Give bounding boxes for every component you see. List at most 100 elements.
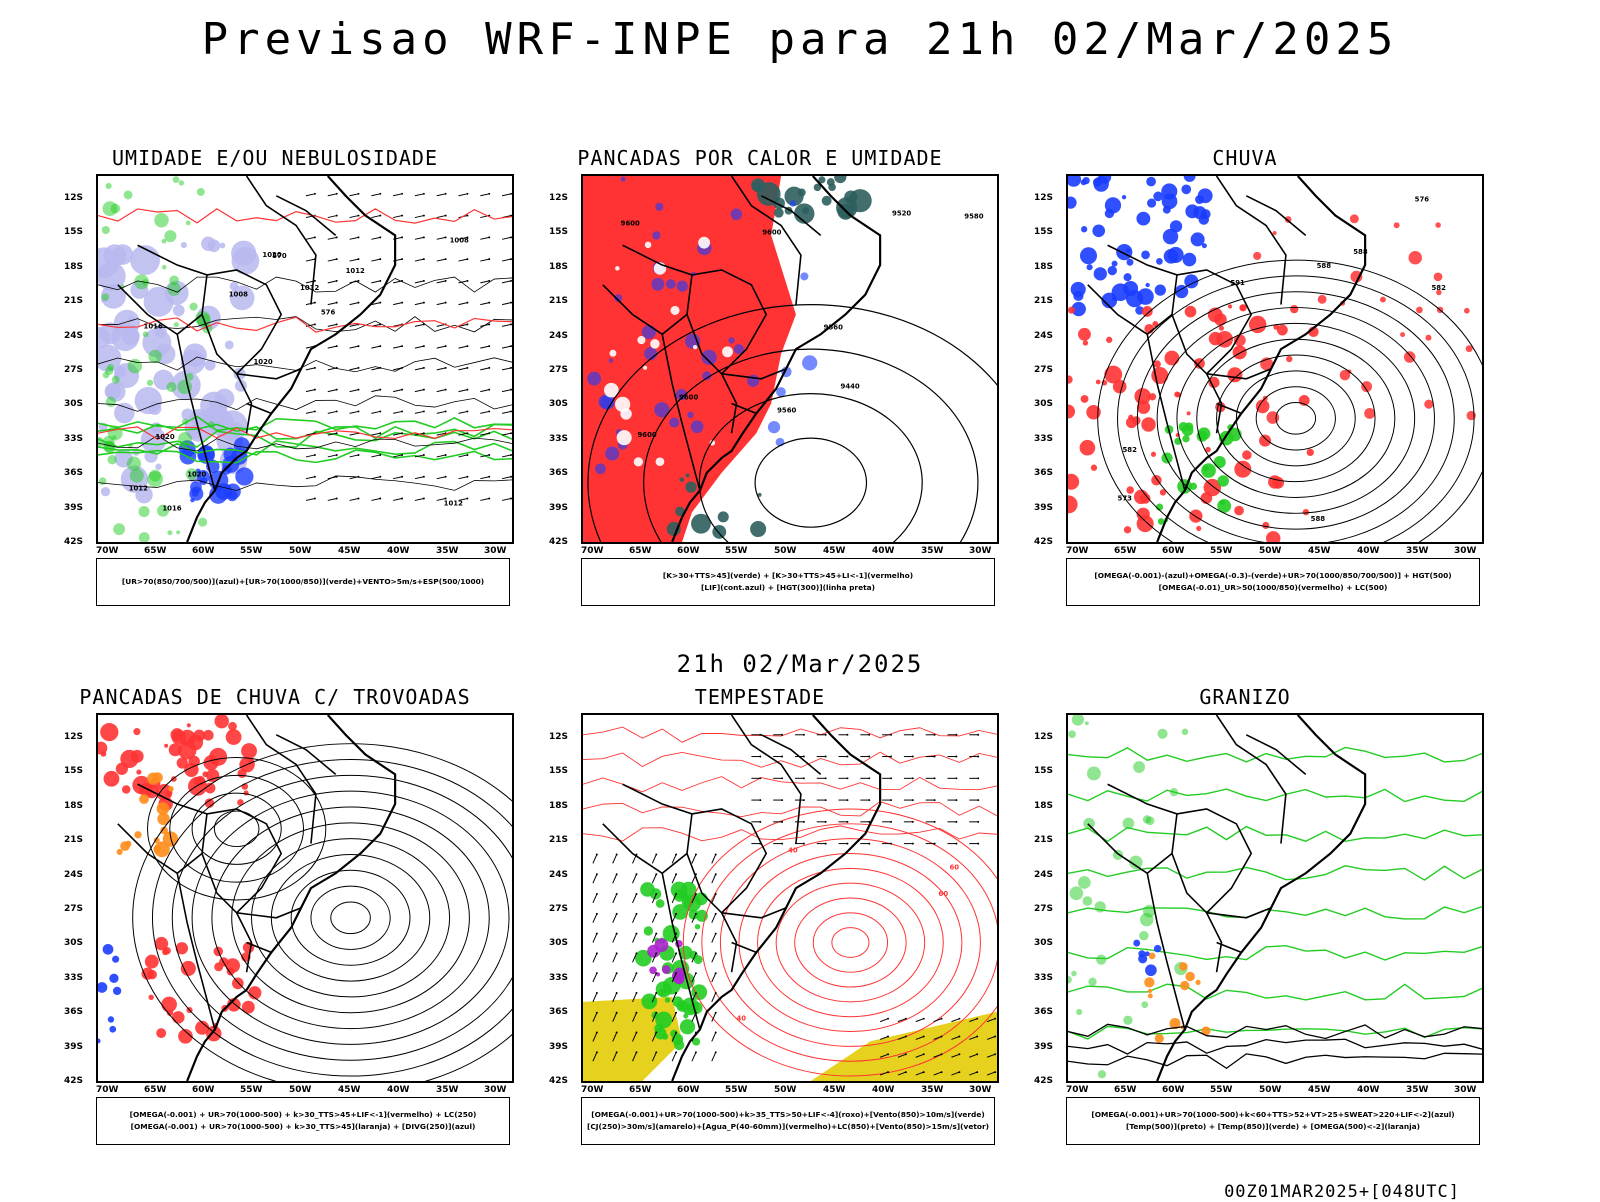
wind-vector [371,432,381,436]
latitude-label: 33S [1034,434,1054,444]
field-blob [1350,270,1363,283]
field-blob [147,969,157,980]
field-blob [1174,284,1189,299]
vector-head [976,1035,979,1038]
field-blob [1068,176,1082,187]
field-blob [186,723,191,728]
vector-head [488,388,491,391]
wind-vector [501,345,512,349]
wind-vector [305,367,316,371]
vector-head [444,345,447,348]
wind-vector [501,323,512,327]
latitude-label: 33S [549,434,569,444]
vector-head [510,258,512,261]
field-blob [1159,489,1167,496]
contour-line [1068,944,1482,961]
field-blob [1079,247,1098,265]
vector-head [510,301,512,304]
field-blob [164,230,177,243]
vector-head [313,453,316,456]
contour-line [1156,307,1435,530]
longitude-label: 60W [1162,1085,1185,1095]
field-blob [105,182,112,190]
vector-head [488,345,491,348]
wind-vector [371,476,381,480]
map-area [96,713,514,1083]
field-blob [1349,214,1359,224]
panel-title: TEMPESTADE [694,685,826,709]
field-blob [605,446,620,461]
vector-head [759,755,762,758]
field-blob [641,324,656,340]
vector-head [335,345,338,348]
wind-vector [691,1052,697,1062]
state-border [1245,734,1307,775]
longitude-label: 50W [774,1085,797,1095]
wind-vector [933,1036,942,1040]
field-blob [98,982,108,993]
field-blob [1069,886,1084,901]
wind-vector [349,389,359,393]
vector-head [357,192,360,195]
wind-vector [349,432,359,436]
latitude-label: 12S [64,732,84,742]
wind-vector [897,1036,907,1040]
latitude-label: 27S [1034,904,1054,914]
vector-head [401,366,404,369]
wind-vector [458,258,468,262]
vector-head [890,842,893,845]
wind-vector [480,476,490,480]
longitude-label: 40W [1357,546,1380,556]
wind-vector [711,913,717,923]
vector-head [379,214,382,217]
wind-vector [592,1012,598,1022]
vector-head [401,475,404,478]
vector-head [655,952,658,955]
state-border [117,284,203,336]
wind-vector [414,302,424,306]
field-blob [1197,188,1213,204]
field-blob [173,322,179,328]
vector-head [922,1017,925,1020]
vector-head [444,497,447,500]
vector-head [401,497,404,500]
state-border [275,734,337,775]
vector-head [904,1053,907,1056]
contour-line [132,743,512,1081]
field-blob [614,294,623,303]
vector-head [890,755,893,758]
vector-head [422,279,425,282]
latitude-label: 39S [64,1042,84,1052]
field-blob [231,240,257,266]
longitude-label: 45W [338,546,361,556]
vector-head [933,820,936,823]
field-blob [105,381,126,402]
latitude-label: 36S [1034,1007,1054,1017]
field-blob [102,201,118,217]
vector-head [955,755,958,758]
vector-head [977,777,980,780]
vector-head [401,214,404,217]
field-blob [844,190,858,204]
field-blob [196,187,205,196]
latitude-label: 12S [64,193,84,203]
field-blob [248,986,262,1000]
vector-head [635,912,638,915]
vector-head [615,952,618,955]
latitude-label: 12S [1034,193,1054,203]
vector-head [466,410,469,413]
state-border [1146,873,1186,1030]
coastline [671,176,882,542]
field-blob [204,782,216,794]
field-blob [675,506,685,517]
latitude-label: 18S [549,801,569,811]
wind-vector [349,454,359,458]
vector-head [379,453,382,456]
field-blob [98,741,108,755]
wind-vector [458,497,468,501]
field-blob [652,231,661,240]
wind-vector [651,1052,657,1062]
longitude-label: 45W [823,1085,846,1095]
field-blob [237,768,247,779]
latitude-label: 42S [1034,1076,1054,1086]
